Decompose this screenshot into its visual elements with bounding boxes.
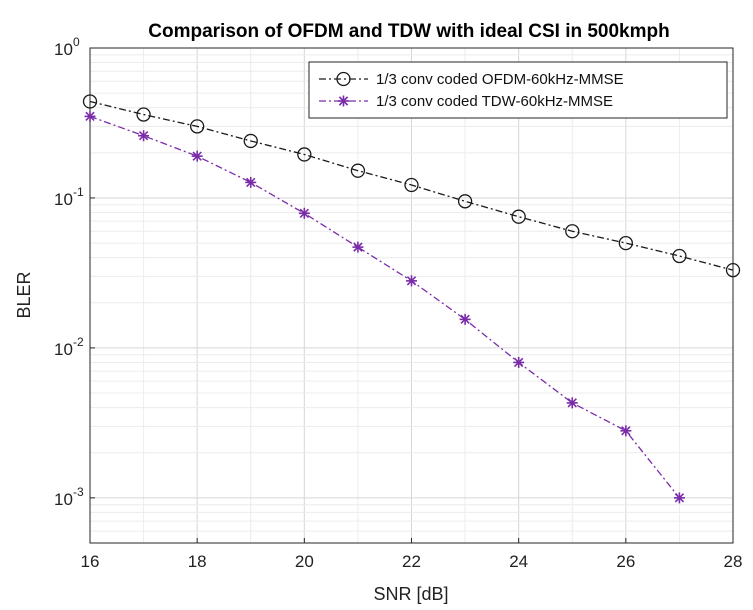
data-point-asterisk <box>566 397 578 409</box>
data-point-asterisk <box>298 207 310 219</box>
y-tick-label: 10 -2 <box>54 335 84 359</box>
y-axis-label: BLER <box>14 271 34 318</box>
data-point-circle <box>243 133 258 149</box>
data-point-asterisk <box>620 425 632 437</box>
y-tick-base: 10 <box>54 190 73 209</box>
data-point-asterisk <box>673 492 685 504</box>
data-point-circle <box>336 71 351 87</box>
data-point-circle <box>190 119 205 134</box>
data-point-asterisk <box>406 275 417 287</box>
series-line <box>89 115 680 499</box>
data-point-asterisk <box>459 313 471 325</box>
legend-label: 1/3 conv coded TDW-60kHz-MMSE <box>376 93 613 110</box>
x-axis-ticks: 16 18 20 22 24 26 28 <box>81 538 743 571</box>
legend-box <box>308 61 728 119</box>
series-line <box>89 100 734 271</box>
data-point-asterisk <box>338 95 349 107</box>
data-point-asterisk <box>138 130 150 142</box>
y-tick-exponent: -2 <box>73 335 84 349</box>
y-tick-base: 10 <box>54 340 73 359</box>
data-point-circle <box>82 94 98 109</box>
legend-item: 1/3 conv coded TDW-60kHz-MMSE <box>319 93 613 110</box>
data-point-circle <box>457 194 473 209</box>
x-tick-label: 20 <box>295 552 314 571</box>
y-tick-exponent: -3 <box>73 485 84 499</box>
data-point-circle <box>297 147 312 162</box>
data-point-circle <box>725 263 741 278</box>
data-point-circle <box>136 107 151 122</box>
x-tick-label: 28 <box>724 552 743 571</box>
y-tick-label: 10 0 <box>54 35 80 59</box>
grid <box>90 48 733 543</box>
series-1 <box>82 94 741 278</box>
data-point-asterisk <box>245 176 257 188</box>
x-tick-label: 18 <box>188 552 207 571</box>
x-tick-label: 22 <box>402 552 421 571</box>
x-tick-label: 16 <box>81 552 100 571</box>
y-tick-exponent: 0 <box>73 35 80 49</box>
y-tick-base: 10 <box>54 40 73 59</box>
series <box>82 94 741 504</box>
legend-items: 1/3 conv coded OFDM-60kHz-MMSE 1/3 conv c… <box>319 71 624 110</box>
legend-label: 1/3 conv coded OFDM-60kHz-MMSE <box>376 71 624 88</box>
y-tick-exponent: -1 <box>73 185 84 199</box>
data-point-circle <box>404 177 419 193</box>
series-2 <box>84 110 685 504</box>
y-tick-label: 10 -1 <box>54 185 84 209</box>
x-tick-label: 26 <box>616 552 635 571</box>
chart-title: Comparison of OFDM and TDW with ideal CS… <box>148 21 669 42</box>
x-axis-label: SNR [dB] <box>373 584 448 604</box>
y-tick-base: 10 <box>54 490 73 509</box>
data-point-asterisk <box>513 356 525 368</box>
data-point-circle <box>511 209 526 224</box>
legend: 1/3 conv coded OFDM-60kHz-MMSE 1/3 conv c… <box>308 61 728 119</box>
data-point-circle <box>350 163 366 178</box>
y-tick-label: 10 -3 <box>54 485 84 509</box>
data-point-asterisk <box>84 110 96 122</box>
x-tick-label: 24 <box>509 552 528 571</box>
data-point-circle <box>672 248 687 264</box>
data-point-asterisk <box>191 150 203 162</box>
data-point-circle <box>565 224 580 239</box>
data-point-asterisk <box>352 241 364 253</box>
data-point-circle <box>618 235 633 251</box>
legend-item: 1/3 conv coded OFDM-60kHz-MMSE <box>319 71 624 88</box>
